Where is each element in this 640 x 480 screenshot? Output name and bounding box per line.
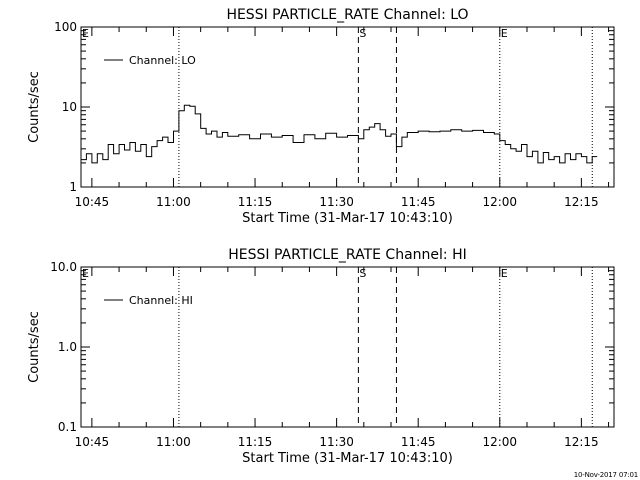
y-tick-label: 0.1 — [58, 420, 77, 434]
x-tick-label: 11:15 — [238, 435, 273, 449]
plot-timestamp: 10-Nov-2017 07:01 — [573, 471, 638, 479]
y-tick-label: 1 — [69, 180, 77, 194]
y-tick-label: 10 — [62, 100, 77, 114]
chart-panel-hi: HESSI PARTICLE_RATE Channel: HI 0.1 1.0 10.… — [27, 247, 615, 466]
y-axis-label: Counts/sec — [27, 311, 42, 383]
x-tick-label: 11:15 — [238, 195, 273, 209]
x-tick-label: 11:00 — [156, 195, 191, 209]
legend-label: Channel: LO — [129, 54, 196, 67]
x-tick-label: 12:00 — [482, 435, 517, 449]
event-marker-label: E — [501, 27, 508, 40]
plot-frame — [80, 26, 615, 188]
event-marker-label: E — [501, 267, 508, 280]
event-marker-label: E — [82, 27, 89, 40]
x-tick-label: 11:30 — [319, 195, 354, 209]
x-tick-label: 11:00 — [156, 435, 191, 449]
chart-panel-lo: HESSI PARTICLE_RATE Channel: LO 1 10 100 10:… — [27, 7, 615, 226]
y-axis-label: Counts/sec — [27, 71, 42, 143]
x-axis-label: Start Time (31-Mar-17 10:43:10) — [242, 451, 453, 466]
plot-frame — [80, 266, 615, 428]
y-tick-label: 100 — [54, 20, 77, 34]
x-tick-label: 10:45 — [75, 435, 110, 449]
y-tick-label: 1.0 — [58, 340, 77, 354]
event-marker-label: S — [359, 27, 366, 40]
chart-title: HESSI PARTICLE_RATE Channel: LO — [226, 7, 468, 23]
series-line — [81, 104, 598, 164]
x-tick-label: 12:00 — [482, 195, 517, 209]
y-tick-label: 10.0 — [50, 260, 77, 274]
x-axis-label: Start Time (31-Mar-17 10:43:10) — [242, 211, 453, 226]
x-tick-label: 12:15 — [564, 435, 599, 449]
event-marker-label: S — [359, 267, 366, 280]
event-marker-label: E — [82, 267, 89, 280]
x-tick-label: 11:45 — [401, 435, 436, 449]
x-tick-label: 10:45 — [75, 195, 110, 209]
x-tick-label: 11:45 — [401, 195, 436, 209]
chart-title: HESSI PARTICLE_RATE Channel: HI — [228, 247, 466, 263]
legend-label: Channel: HI — [129, 294, 193, 307]
x-tick-label: 11:30 — [319, 435, 354, 449]
x-tick-label: 12:15 — [564, 195, 599, 209]
